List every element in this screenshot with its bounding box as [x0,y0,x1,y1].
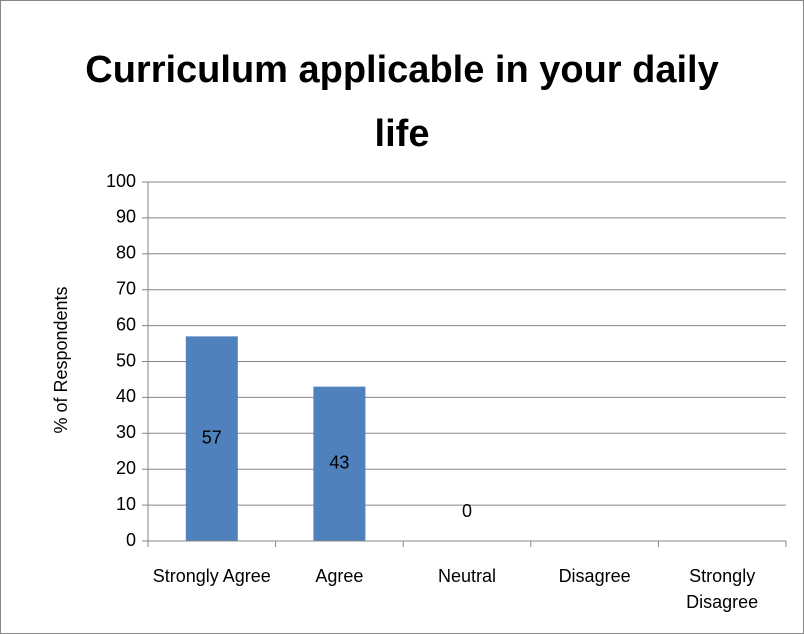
y-tick-label: 50 [116,350,136,370]
x-tick-label: Disagree [558,566,631,586]
bar [185,336,238,541]
x-tick-label: Neutral [437,566,497,586]
data-label: 0 [462,501,472,521]
y-tick-label: 90 [116,207,136,227]
y-tick-label: 70 [116,278,136,298]
y-tick-label: 20 [116,458,136,478]
y-tick-label: 30 [116,422,136,442]
data-label: 43 [329,453,349,473]
y-tick-label: 60 [116,314,136,334]
data-label: 57 [202,427,222,447]
y-tick-label: 100 [106,171,136,191]
y-tick-label: 10 [116,494,136,514]
x-tick-label: Strongly Agree [152,566,271,586]
bar [313,386,366,541]
x-tick-label: Agree [315,566,364,586]
y-tick-label: 0 [126,530,136,550]
chart-title: Curriculum applicable in your daily life [85,49,719,155]
y-tick-label: 80 [116,243,136,263]
x-tick-label: Strongly Disagree [686,566,759,612]
y-tick-label: 40 [116,386,136,406]
y-axis-label: % of Respondents [51,286,71,433]
